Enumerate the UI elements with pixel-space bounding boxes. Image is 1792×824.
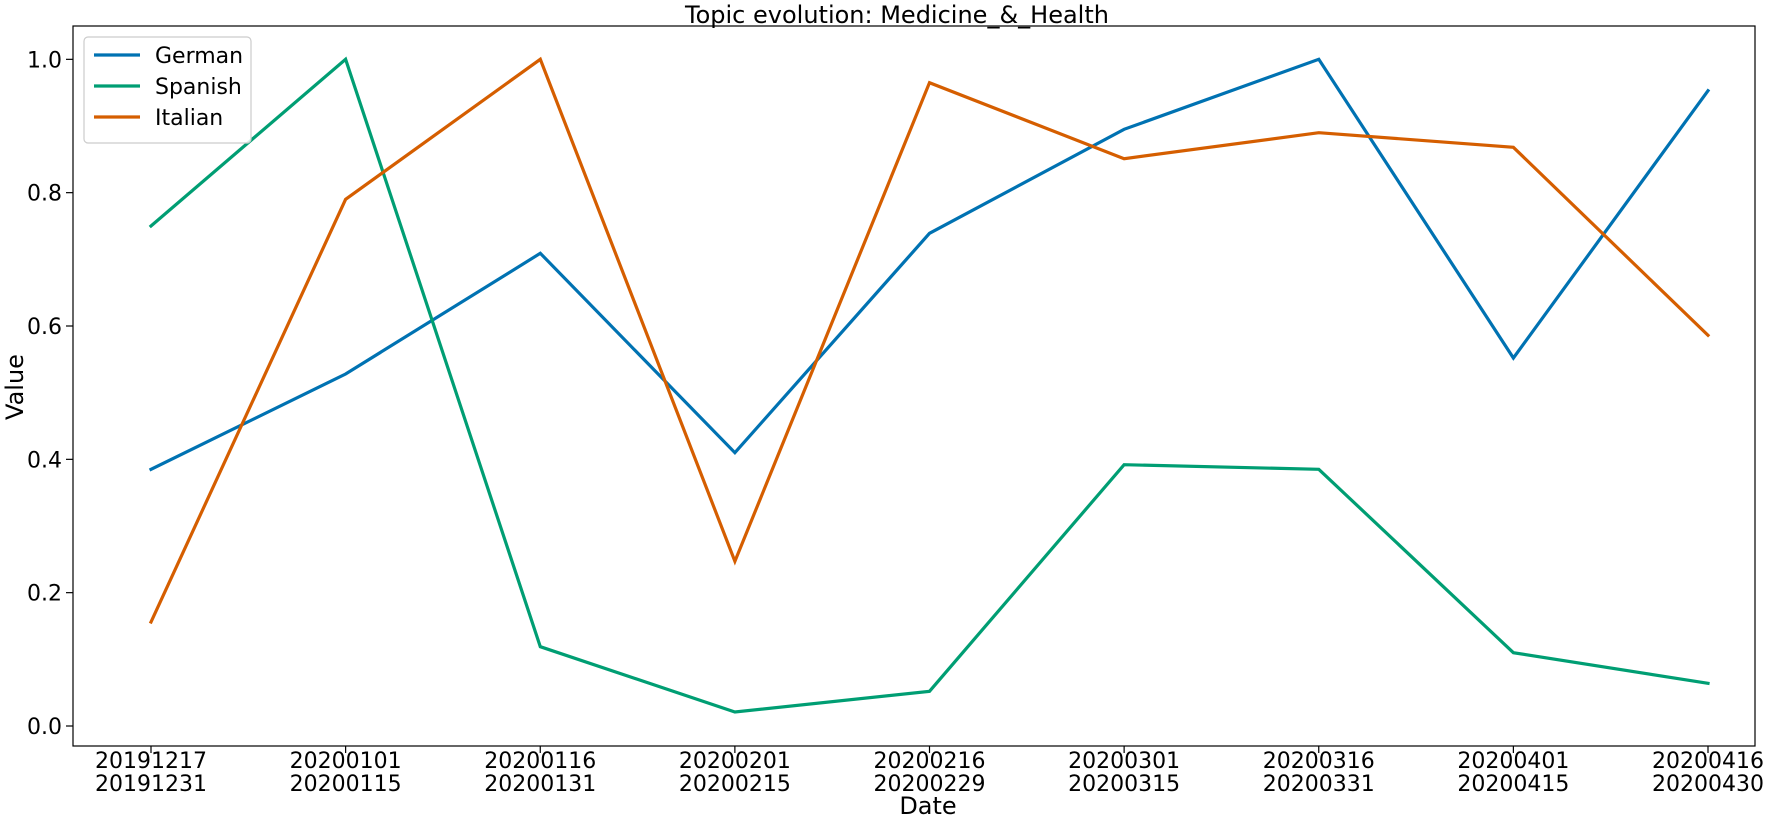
series-line-german <box>148 57 1711 472</box>
x-tick-label-end: 20200215 <box>679 772 791 797</box>
x-tick-label-start: 20200201 <box>679 749 791 774</box>
y-axis-title: Value <box>1 354 29 420</box>
y-tick-label: 0.2 <box>27 582 62 607</box>
x-axis-title: Date <box>899 792 956 820</box>
legend-label-spanish: Spanish <box>155 75 242 100</box>
y-tick-label: 1.0 <box>27 48 62 73</box>
x-tick-label-end: 20200115 <box>290 772 402 797</box>
y-tick-label: 0.8 <box>27 182 62 207</box>
x-tick-label-start: 20200401 <box>1457 749 1569 774</box>
x-tick-label-start: 20200301 <box>1068 749 1180 774</box>
y-tick-label: 0.0 <box>27 715 62 740</box>
legend: German Spanish Italian <box>83 36 252 144</box>
x-tick-label-end: 20200331 <box>1263 772 1375 797</box>
x-tick-label-end: 20200415 <box>1457 772 1569 797</box>
series-line-italian <box>148 56 1711 625</box>
legend-label-italian: Italian <box>155 106 223 131</box>
y-axis: 0.0 0.2 0.4 0.6 0.8 1.0 <box>27 48 73 740</box>
series-line-spanish <box>148 56 1710 714</box>
legend-label-german: German <box>155 44 243 69</box>
x-tick-label-end: 20200315 <box>1068 772 1180 797</box>
x-tick-label-start: 20200416 <box>1652 749 1764 774</box>
x-tick-label-start: 20191217 <box>95 749 207 774</box>
x-tick-label-start: 20200101 <box>290 749 402 774</box>
series-lines <box>148 56 1711 714</box>
x-tick-label-end: 20200229 <box>874 772 986 797</box>
x-tick-label-end: 20200430 <box>1652 772 1764 797</box>
y-tick-label: 0.6 <box>27 315 62 340</box>
x-tick-label-start: 20200116 <box>484 749 596 774</box>
x-tick-label-end: 20200131 <box>484 772 596 797</box>
x-tick-label-start: 20200316 <box>1263 749 1375 774</box>
chart-title: Topic evolution: Medicine_&_Health <box>684 1 1109 29</box>
plot-area <box>72 25 1756 747</box>
y-tick-label: 0.4 <box>27 448 62 473</box>
x-tick-label-end: 20191231 <box>95 772 207 797</box>
x-tick-label-start: 20200216 <box>874 749 986 774</box>
